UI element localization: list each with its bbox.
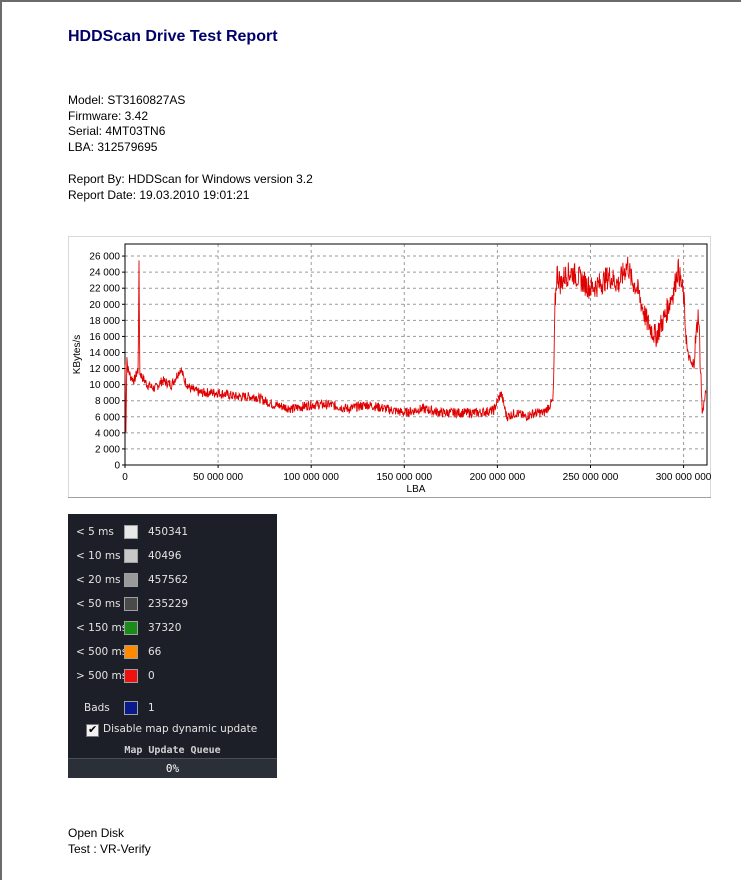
- map-update-queue-label: Map Update Queue: [124, 745, 221, 756]
- map-update-queue-progress: 0%: [68, 758, 277, 778]
- legend-row-label: < 500 ms: [76, 646, 128, 658]
- y-tick-label: 2 000: [95, 444, 120, 455]
- y-tick-label: 18 000: [89, 316, 120, 327]
- test-type-line: Test : VR-Verify: [68, 841, 151, 856]
- legend-row-label: < 5 ms: [76, 526, 114, 538]
- legend-color-swatch: [124, 549, 138, 563]
- legend-row: < 20 ms 457562: [68, 572, 277, 588]
- legend-row-label: < 10 ms: [76, 550, 121, 562]
- legend-row-count: 66: [148, 646, 162, 658]
- y-tick-label: 8 000: [95, 396, 120, 407]
- model-line: Model: ST3160827AS: [68, 93, 186, 107]
- open-disk-line: Open Disk: [68, 826, 125, 840]
- x-axis-label: LBA: [407, 484, 426, 495]
- report-title: HDDScan Drive Test Report: [68, 28, 278, 45]
- x-tick-label: 0: [122, 472, 128, 483]
- legend-row-count: 457562: [148, 574, 189, 586]
- x-tick-label: 300 000 000: [656, 472, 711, 483]
- y-tick-label: 20 000: [89, 300, 120, 311]
- checkbox-check-icon: ✔: [88, 723, 98, 736]
- y-tick-label: 22 000: [89, 284, 120, 295]
- legend-row-count: 450341: [148, 526, 189, 538]
- legend-row: < 500 ms 66: [68, 644, 277, 660]
- speed-chart: 0 2 000 4 000 6 000 8 000 10 000 12 000 14 000 1…: [68, 236, 711, 498]
- window-frame-left: [0, 0, 2, 880]
- legend-color-swatch: [124, 669, 138, 683]
- y-tick-label: 0: [114, 461, 120, 472]
- legend-row: < 150 ms 37320: [68, 620, 277, 636]
- legend-row-label: < 20 ms: [76, 574, 121, 586]
- serial-line: Serial: 4MT03TN6: [68, 124, 166, 138]
- x-tick-label: 100 000 000: [283, 472, 339, 483]
- lba-line: LBA: 312579695: [68, 139, 158, 154]
- y-tick-label: 14 000: [89, 348, 120, 359]
- legend-row: < 10 ms 40496: [68, 548, 277, 564]
- y-axis-label: KBytes/s: [72, 335, 83, 374]
- x-tick-label: 150 000 000: [376, 472, 432, 483]
- block-time-legend: < 5 ms 450341 < 10 ms 40496 < 20 ms 457562 < 5…: [68, 514, 277, 778]
- firmware-line: Firmware: 3.42: [68, 108, 149, 123]
- y-tick-label: 24 000: [89, 268, 120, 279]
- legend-row: < 5 ms 450341: [68, 524, 277, 540]
- legend-row: Bads 1: [68, 700, 277, 716]
- x-tick-label: 200 000 000: [470, 472, 526, 483]
- y-tick-label: 4 000: [95, 428, 120, 439]
- map-update-queue-value: 0%: [165, 762, 180, 775]
- legend-color-swatch: [124, 701, 138, 715]
- speed-series-line: [124, 256, 707, 433]
- footer-info: Open Disk Test : VR-Verify: [68, 826, 151, 857]
- legend-row-count: 235229: [148, 598, 189, 610]
- legend-row-count: 37320: [148, 622, 182, 634]
- x-tick-label: 50 000 000: [193, 472, 243, 483]
- legend-row-label: < 50 ms: [76, 598, 121, 610]
- plot-area-frame: [124, 243, 708, 466]
- legend-row: < 50 ms 235229: [68, 596, 277, 612]
- y-tick-label: 26 000: [89, 252, 120, 263]
- legend-row-label: > 500 ms: [76, 670, 128, 682]
- y-tick-label: 12 000: [89, 364, 120, 375]
- report-meta: Report By: HDDScan for Windows version 3…: [68, 172, 313, 203]
- legend-row: > 500 ms 0: [68, 668, 277, 684]
- y-tick-label: 6 000: [95, 412, 120, 423]
- disable-map-update-checkbox[interactable]: ✔: [86, 723, 99, 737]
- legend-row-label: < 150 ms: [76, 622, 128, 634]
- speed-chart-svg: 0 2 000 4 000 6 000 8 000 10 000 12 000 14 000 1…: [68, 236, 711, 498]
- legend-row-count: 0: [148, 670, 155, 682]
- legend-row-count: 1: [148, 702, 155, 714]
- legend-color-swatch: [124, 573, 138, 587]
- legend-row-count: 40496: [148, 550, 182, 562]
- report-date-line: Report Date: 19.03.2010 19:01:21: [68, 187, 250, 202]
- legend-color-swatch: [124, 525, 138, 539]
- drive-info: Model: ST3160827AS Firmware: 3.42 Serial…: [68, 93, 185, 155]
- y-tick-label: 10 000: [89, 380, 120, 391]
- report-by-line: Report By: HDDScan for Windows version 3…: [68, 172, 313, 186]
- x-tick-label: 250 000 000: [563, 472, 619, 483]
- disable-map-update-label[interactable]: Disable map dynamic update: [103, 723, 258, 735]
- y-tick-label: 16 000: [89, 332, 120, 343]
- legend-color-swatch: [124, 597, 138, 611]
- window-frame-top: [0, 0, 741, 2]
- legend-row-label: Bads: [84, 702, 110, 714]
- legend-color-swatch: [124, 621, 138, 635]
- legend-color-swatch: [124, 645, 138, 659]
